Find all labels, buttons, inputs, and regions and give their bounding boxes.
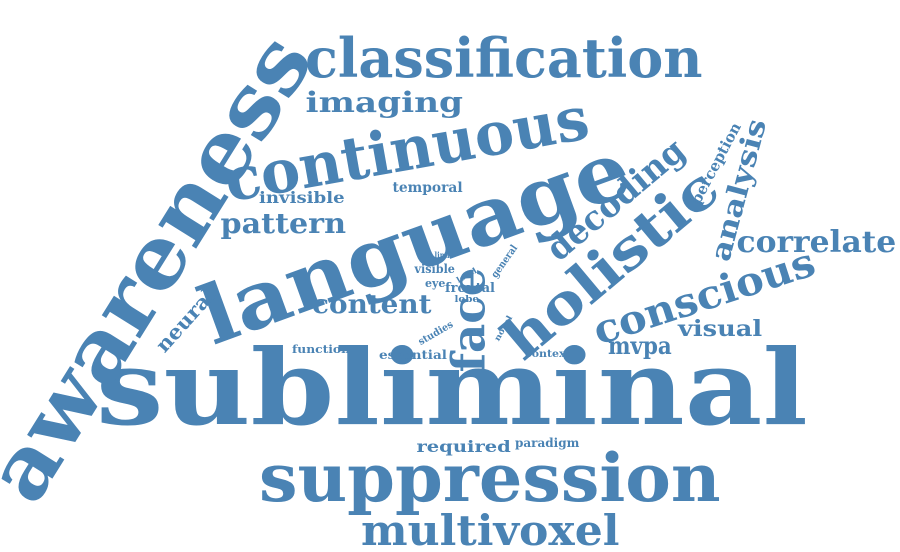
word-function: function (292, 342, 351, 356)
word-frontal: frontal (445, 280, 495, 296)
word-classification: classification (305, 26, 703, 90)
word-correlate: correlate (735, 225, 896, 260)
word-eye: eye (425, 276, 446, 290)
word-invisible: invisible (259, 188, 345, 207)
word-limit: limit (434, 250, 453, 260)
word-pattern: pattern (220, 207, 346, 240)
word-temporal: temporal (391, 180, 463, 196)
word-mvpa: mvpa (607, 331, 672, 360)
word-imaging: imaging (305, 86, 463, 119)
word-suppression: suppression (258, 439, 721, 517)
word-visible: visible (414, 262, 455, 276)
word-lobe: lobe (453, 294, 479, 305)
word-content: content (312, 290, 432, 320)
word-context: context (525, 349, 571, 360)
word-essential: essential (379, 348, 447, 362)
word-paradigm: paradigm (515, 436, 580, 450)
word-multivoxel: multivoxel (360, 506, 620, 552)
word-subliminal: subliminal (96, 326, 808, 449)
word-required: required (415, 437, 511, 456)
word-visual: visual (677, 316, 763, 342)
